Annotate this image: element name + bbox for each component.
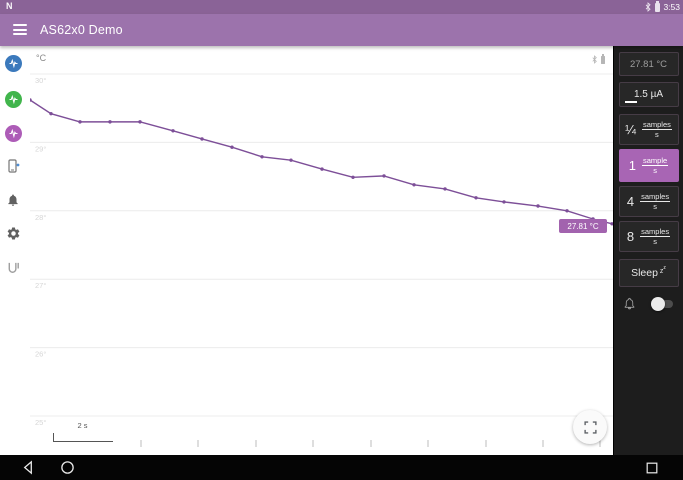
rate-value: 8 <box>626 229 635 244</box>
data-point-marker <box>30 98 32 102</box>
device-phone-icon[interactable] <box>4 157 22 175</box>
rate-fraction: samples s <box>640 191 671 211</box>
magnet-probe-icon[interactable] <box>4 259 22 277</box>
fullscreen-button[interactable] <box>573 410 607 444</box>
y-tick-label: 25° <box>35 418 46 427</box>
rate-button-8-per-s[interactable]: 8 samples s <box>618 221 679 252</box>
data-point-marker <box>171 129 175 133</box>
data-point-marker <box>138 120 142 124</box>
data-point-marker <box>610 222 613 226</box>
home-icon <box>61 461 74 474</box>
data-point-marker <box>49 111 53 116</box>
back-button[interactable] <box>19 459 36 476</box>
battery-icon <box>655 0 661 12</box>
main-content: 30° 29° 28° 27° 26° 25° °C 27.81 °C 2 s <box>0 46 683 455</box>
data-point-marker <box>565 209 569 213</box>
alarm-toggle[interactable] <box>650 296 675 311</box>
time-scale-label: 2 s <box>77 421 88 430</box>
recents-icon <box>646 462 657 473</box>
recents-button[interactable] <box>643 459 660 476</box>
temperature-reading-button[interactable]: 27.81 °C <box>618 52 679 76</box>
rate-value: ¼ <box>625 122 636 137</box>
sensor-battery-icon <box>601 54 605 64</box>
control-panel: 27.81 °C 1.5 µA ¼ samples s 1 sample s 4 sample… <box>613 46 683 455</box>
temperature-line <box>30 99 613 225</box>
last-value-tooltip: 27.81 °C <box>559 219 607 233</box>
temperature-chart[interactable]: 30° 29° 28° 27° 26° 25° °C 27.81 °C 2 s <box>30 46 613 455</box>
status-clock: 3:53 <box>663 2 680 12</box>
y-tick-label: 28° <box>35 213 46 222</box>
rate-button-¼-per-s[interactable]: ¼ samples s <box>618 114 679 145</box>
chart-canvas[interactable]: 30° 29° 28° 27° 26° 25° <box>30 46 613 455</box>
y-tick-label: 27° <box>35 281 46 290</box>
bluetooth-connected-icon <box>592 55 597 64</box>
rate-value: 4 <box>626 194 635 209</box>
y-axis-unit-label: °C <box>36 53 47 63</box>
back-icon <box>23 460 32 475</box>
data-point-marker <box>289 158 293 162</box>
channel-purple-waveform-icon[interactable] <box>4 124 22 142</box>
y-tick-label: 26° <box>35 350 46 359</box>
nfc-icon: N <box>6 1 13 11</box>
settings-gear-icon[interactable] <box>4 224 22 242</box>
rate-value: 1 <box>628 158 637 173</box>
data-point-marker <box>260 155 264 159</box>
rate-fraction: samples s <box>640 226 671 246</box>
sensor-rail <box>0 46 30 455</box>
data-point-marker <box>230 145 234 149</box>
channel-blue-waveform-icon[interactable] <box>4 54 22 72</box>
alarm-bell-icon <box>624 297 634 310</box>
data-point-marker <box>351 175 355 179</box>
data-point-marker <box>474 196 478 200</box>
data-point-marker <box>443 187 447 191</box>
data-point-marker <box>412 183 416 187</box>
rate-fraction: sample s <box>642 155 669 175</box>
bluetooth-icon <box>646 2 652 12</box>
current-reading-label: 1.5 µA <box>633 89 664 100</box>
android-nav-bar <box>0 455 683 480</box>
data-point-marker <box>78 120 82 124</box>
data-point-marker <box>108 120 112 124</box>
sample-rate-group: ¼ samples s 1 sample s 4 samples s 8 samples s <box>618 114 679 256</box>
alarm-row <box>619 295 679 312</box>
data-point-marker <box>536 204 540 208</box>
data-point-marker <box>200 137 204 141</box>
app-title: AS62x0 Demo <box>40 23 123 37</box>
channel-green-waveform-icon[interactable] <box>4 90 22 108</box>
rate-button-1-per-s[interactable]: 1 sample s <box>618 149 679 182</box>
y-tick-label: 29° <box>35 144 46 153</box>
rate-button-4-per-s[interactable]: 4 samples s <box>618 186 679 217</box>
fullscreen-icon <box>583 420 597 434</box>
current-underline-indicator <box>624 101 637 103</box>
data-point-marker <box>502 200 506 204</box>
time-scale-ruler <box>53 433 113 442</box>
data-point-marker <box>382 174 386 178</box>
current-consumption-button[interactable]: 1.5 µA <box>618 82 679 107</box>
sleep-label: Sleep <box>631 267 658 279</box>
chart-connection-status <box>591 54 605 65</box>
rate-fraction: samples s <box>641 119 672 139</box>
data-point-marker <box>320 167 324 171</box>
alerts-bell-icon[interactable] <box>4 191 22 209</box>
status-bar: N 3:53 <box>0 0 683 14</box>
y-tick-label: 30° <box>35 76 46 85</box>
home-button[interactable] <box>59 459 76 476</box>
menu-icon[interactable] <box>13 24 27 35</box>
app-bar: AS62x0 Demo <box>0 14 683 46</box>
